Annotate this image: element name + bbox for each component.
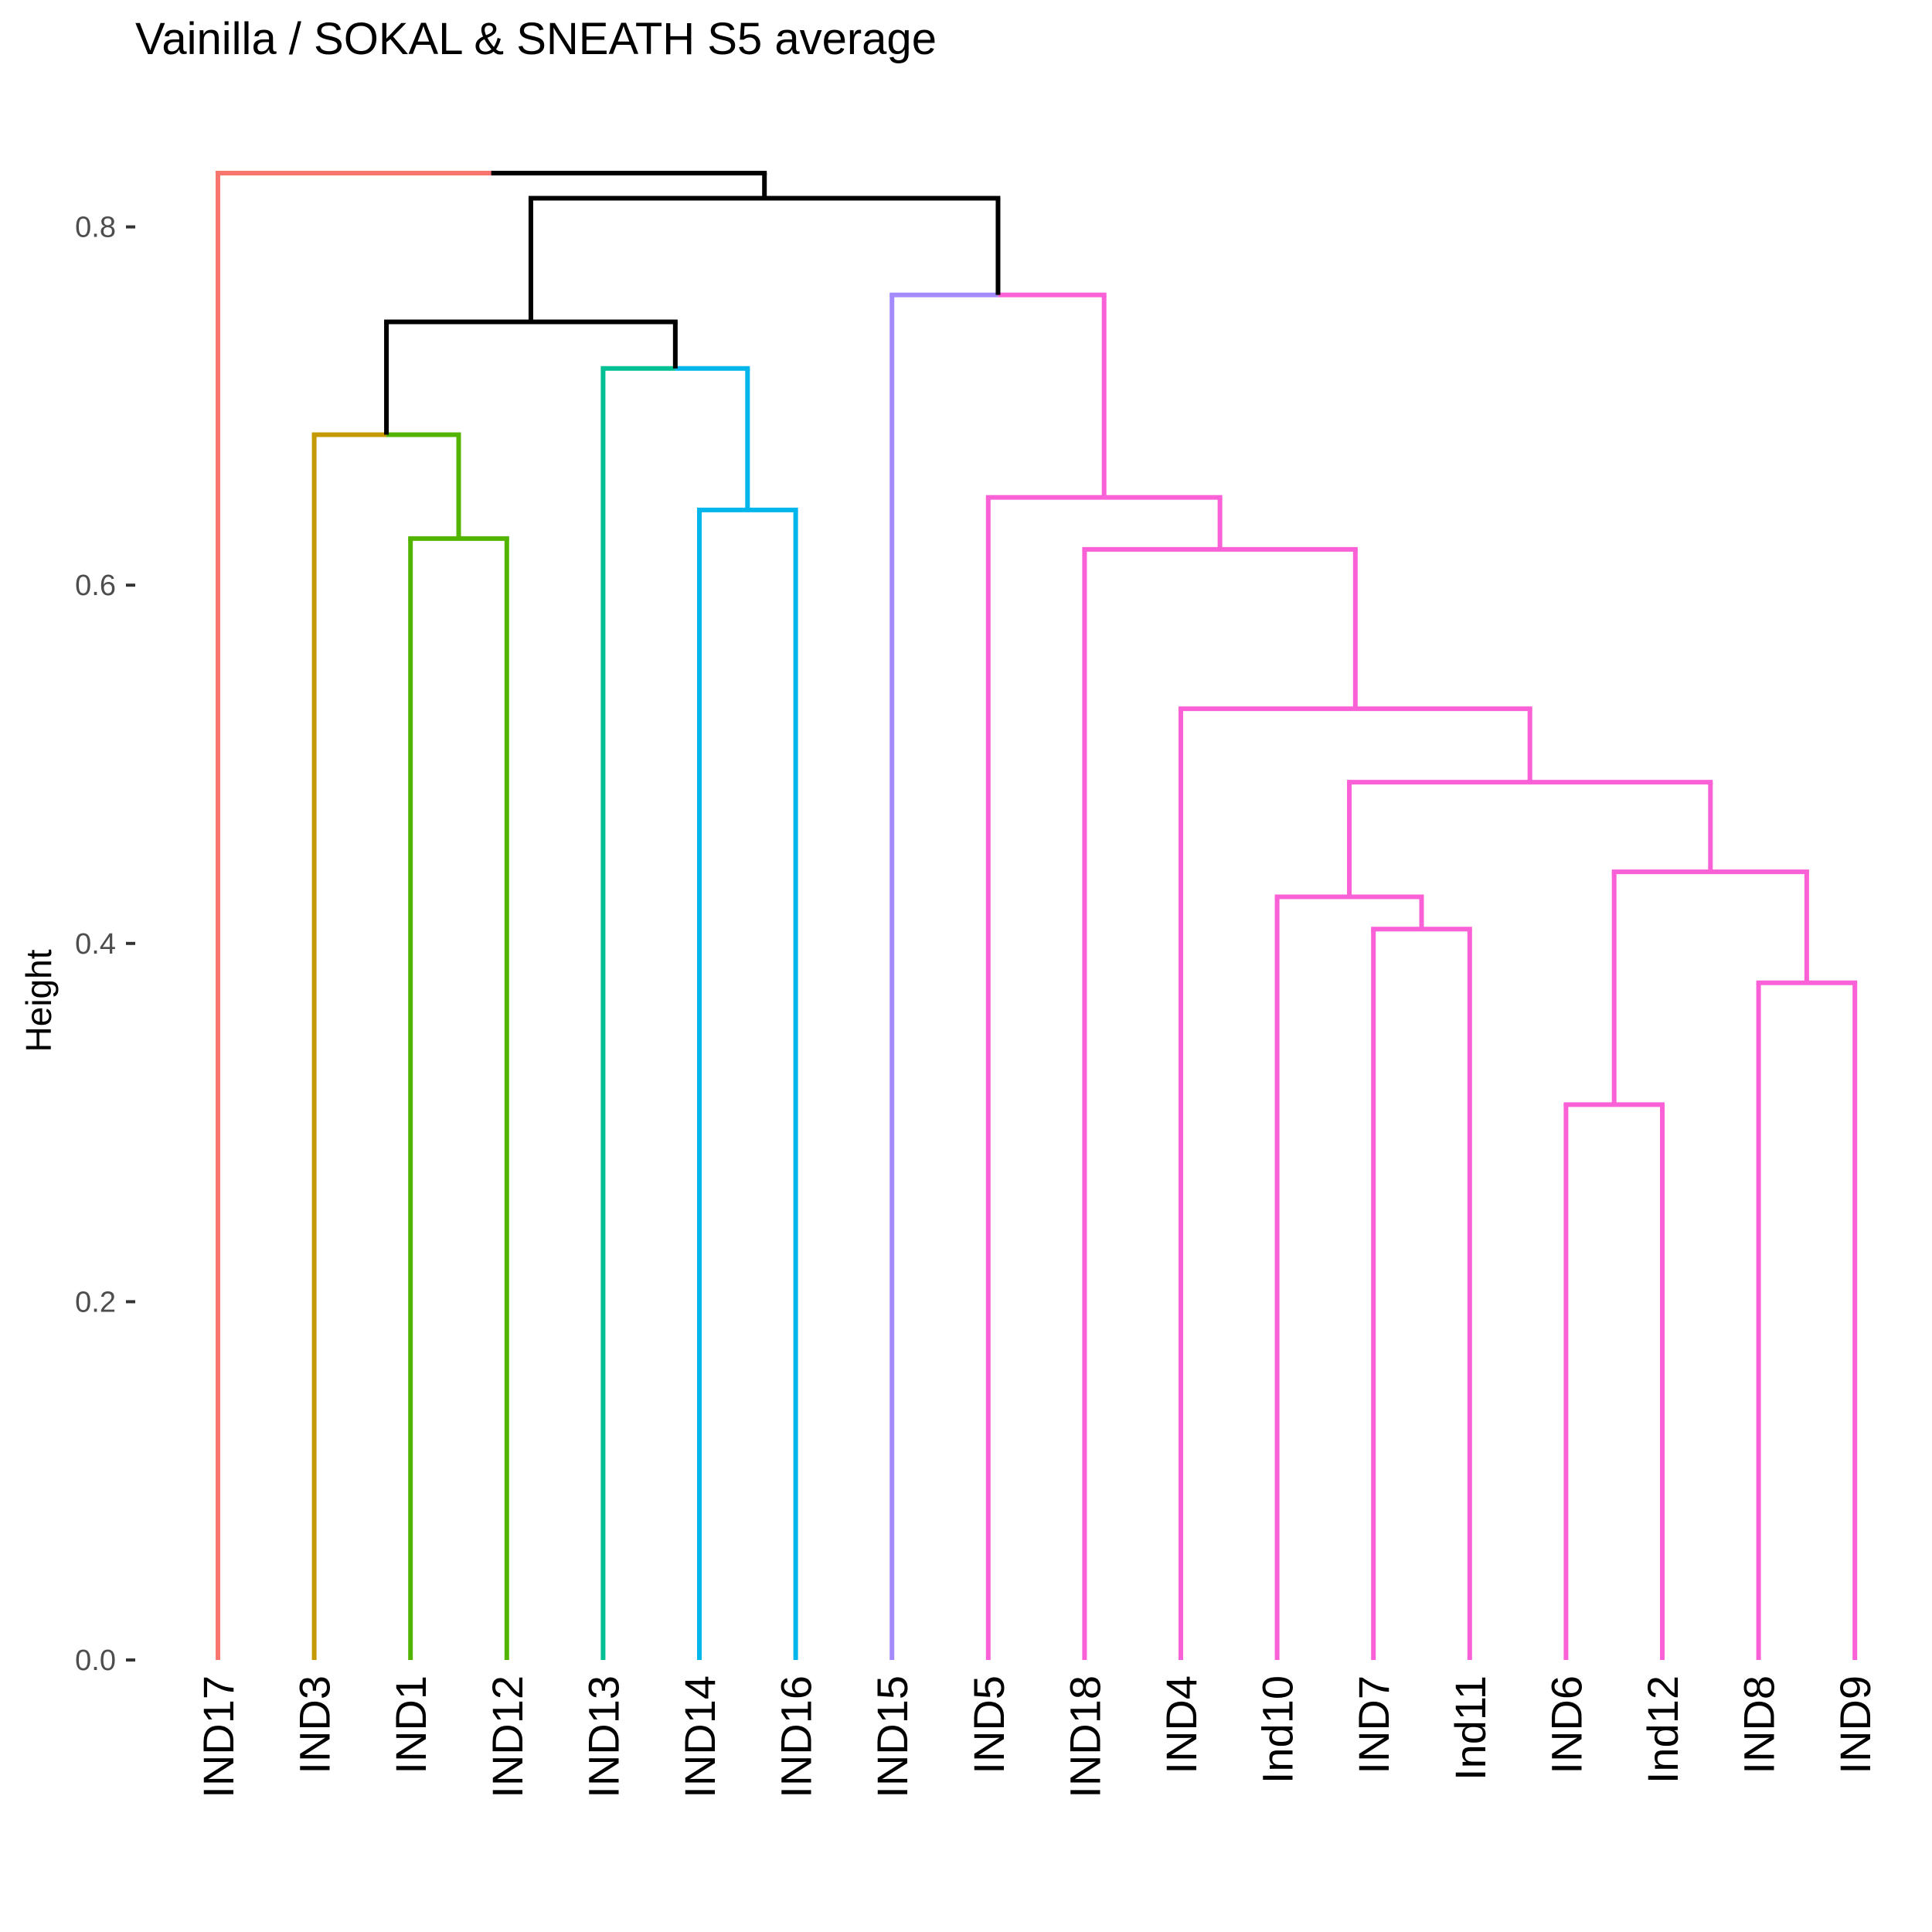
chart-title: Vainilla / SOKAL & SNEATH S5 average [135,14,937,64]
leaf-label-ind14: IND14 [675,1675,724,1798]
leaf-label-ind1: IND1 [386,1675,435,1774]
leaf-label-ind8: IND8 [1735,1675,1784,1774]
y-tick-label: 0.6 [75,570,116,602]
leaf-label-ind4: IND4 [1157,1675,1206,1774]
leaf-label-ind9: IND9 [1831,1675,1879,1774]
y-tick-label: 0.8 [75,212,116,244]
leaf-label-ind12: Ind12 [1638,1675,1687,1784]
leaf-labels: IND17 IND3 IND1 IND12 IND13 IND14 IND16 IND15 IN… [194,1675,1879,1798]
leaf-label-ind3: IND3 [291,1675,339,1774]
leaf-label-ind15: IND15 [868,1675,917,1798]
leaf-label-ind17: IND17 [194,1675,243,1798]
leaf-label-ind18: IND18 [1060,1675,1109,1798]
y-tick-label: 0.0 [75,1645,116,1677]
y-axis: 0.0 0.2 0.4 0.6 0.8 [75,212,135,1677]
y-tick-label: 0.2 [75,1286,116,1318]
dendrogram-branches [216,171,1858,1660]
leaf-label-ind11: Ind11 [1446,1675,1495,1781]
leaf-label-ind5: IND5 [964,1675,1013,1774]
y-tick-label: 0.4 [75,928,116,961]
leaf-label-ind10: Ind10 [1253,1675,1302,1784]
leaf-label-ind7: IND7 [1349,1675,1398,1774]
leaf-label-ind6: IND6 [1542,1675,1590,1774]
leaf-label-ind12: IND12 [483,1675,532,1798]
leaf-label-ind16: IND16 [772,1675,821,1798]
leaf-label-ind13: IND13 [579,1675,628,1798]
y-axis-label: Height [19,949,59,1052]
